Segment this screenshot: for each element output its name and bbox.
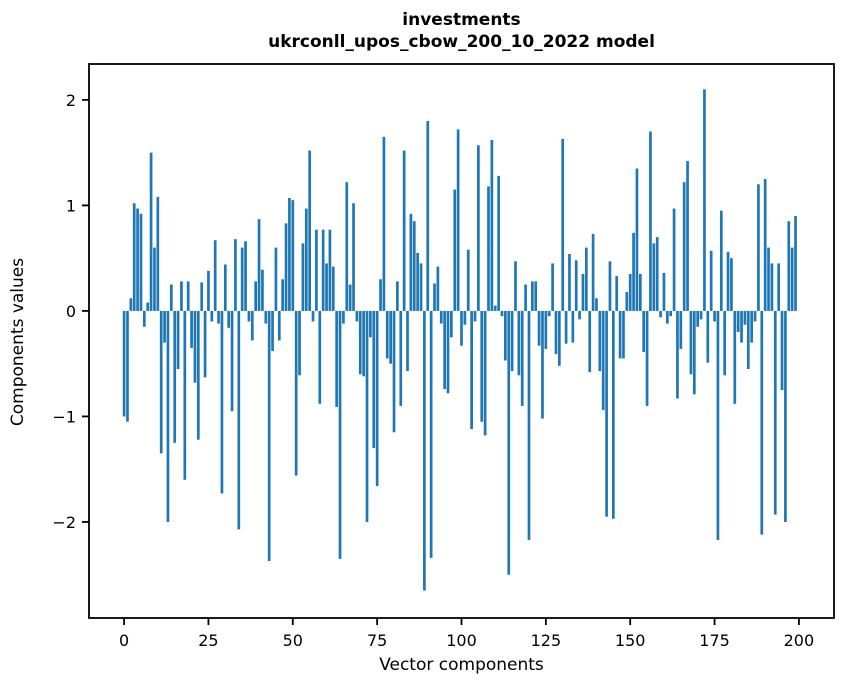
x-axis-label: Vector components xyxy=(379,655,544,675)
svg-text:50: 50 xyxy=(283,631,303,650)
chart-title: investments xyxy=(402,10,521,30)
svg-text:125: 125 xyxy=(531,631,562,650)
y-axis-label: Components values xyxy=(8,257,28,427)
svg-text:1: 1 xyxy=(66,196,76,215)
svg-text:100: 100 xyxy=(446,631,477,650)
chart-subtitle: ukrconll_upos_cbow_200_10_2022 model xyxy=(268,32,655,52)
svg-text:−1: −1 xyxy=(52,407,76,426)
svg-text:200: 200 xyxy=(784,631,815,650)
svg-text:25: 25 xyxy=(198,631,218,650)
svg-text:−2: −2 xyxy=(52,513,76,532)
svg-text:2: 2 xyxy=(66,91,76,110)
svg-text:150: 150 xyxy=(615,631,646,650)
bar-series xyxy=(122,89,797,591)
svg-text:175: 175 xyxy=(699,631,730,650)
svg-text:75: 75 xyxy=(367,631,387,650)
svg-text:0: 0 xyxy=(66,302,76,321)
x-axis-ticks: 0 25 50 75 100 125 150 175 200 xyxy=(119,618,814,650)
svg-text:0: 0 xyxy=(119,631,129,650)
y-axis-ticks: −2 −1 0 1 2 xyxy=(52,91,89,532)
